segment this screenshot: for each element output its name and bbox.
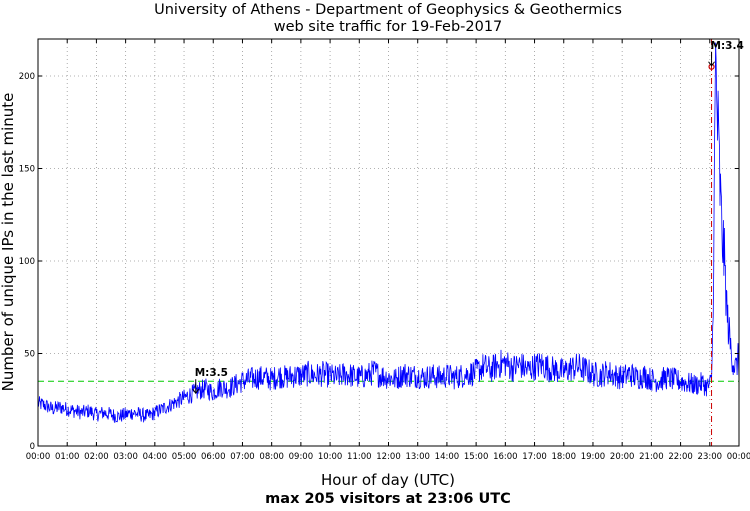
x-tick-label: 23:00 [698,452,723,462]
y-tick-label: 200 [19,72,35,82]
plot-frame [37,38,740,447]
x-axis-ticks: 00:00 01:00 02:00 03:00 04:00 05:00 06:00 07:00… [26,39,750,462]
x-tick-label: 21:00 [639,452,664,462]
annotations: M:3.5 M:3.4 [192,40,744,395]
traffic-series-line [37,42,740,423]
y-axis-label: Number of unique IPs in the last minute [0,93,17,392]
grid [37,39,740,447]
x-tick-label: 11:00 [347,452,372,462]
x-tick-label: 17:00 [522,452,547,462]
x-tick-label: 10:00 [318,452,343,462]
magnitude-annotation: M:3.5 [195,367,228,379]
x-tick-label: 02:00 [84,452,109,462]
x-tick-label: 09:00 [289,452,314,462]
x-tick-label: 00:00 [26,452,51,462]
x-tick-label: 12:00 [376,452,401,462]
annotation-arrowhead [708,61,715,67]
annotation-arrowhead [192,388,200,395]
y-tick-label: 100 [19,257,35,267]
x-tick-label: 04:00 [143,452,168,462]
y-tick-label: 150 [19,165,35,175]
x-tick-label: 03:00 [113,452,138,462]
x-tick-label: 13:00 [405,452,430,462]
y-axis-ticks: 0 50 100 150 200 [19,72,739,452]
x-tick-label: 06:00 [201,452,226,462]
x-tick-label: 00:00 [727,452,750,462]
x-tick-label: 18:00 [552,452,577,462]
chart-title: University of Athens - Department of Geo… [154,2,622,18]
chart-subtitle: web site traffic for 19-Feb-2017 [274,19,503,35]
series-layer [37,42,740,423]
x-tick-label: 20:00 [610,452,635,462]
x-tick-label: 01:00 [55,452,80,462]
x-tick-label: 16:00 [493,452,518,462]
x-tick-label: 05:00 [172,452,197,462]
x-tick-label: 19:00 [581,452,606,462]
x-tick-label: 14:00 [435,452,460,462]
y-tick-label: 50 [24,350,35,360]
x-tick-label: 08:00 [259,452,284,462]
event-marker-layer [708,39,715,446]
x-tick-label: 07:00 [230,452,255,462]
x-axis-label: Hour of day (UTC) [321,471,455,489]
magnitude-annotation: M:3.4 [711,40,744,52]
x-tick-label: 15:00 [464,452,489,462]
y-tick-label: 0 [30,442,35,452]
max-caption: max 205 visitors at 23:06 UTC [265,491,511,507]
x-tick-label: 22:00 [668,452,693,462]
